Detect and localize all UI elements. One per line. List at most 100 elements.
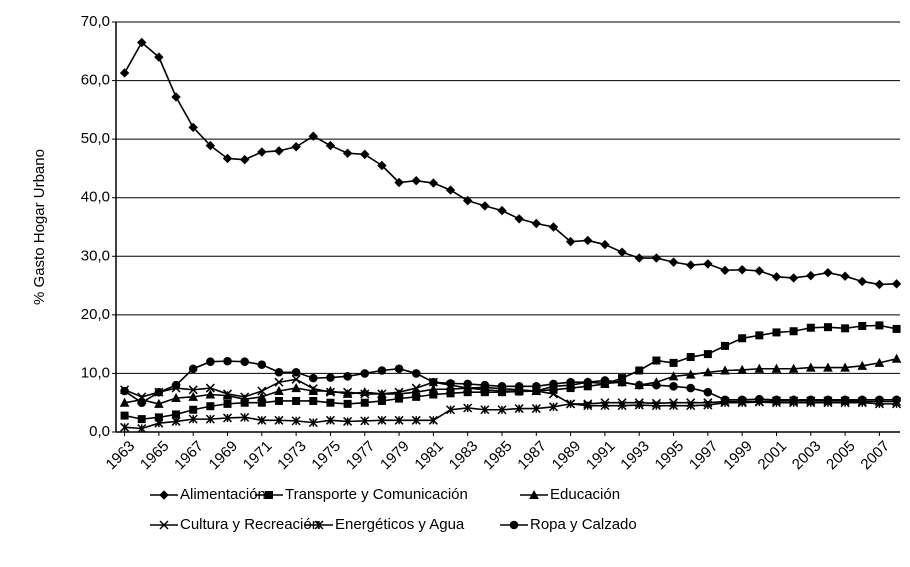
marker [823,395,833,405]
series-line [124,401,897,430]
y-tick-label: 0,0 [89,423,110,440]
marker [343,372,352,381]
marker [566,377,575,387]
marker [394,387,404,397]
marker [548,389,558,399]
marker [222,153,233,164]
marker [600,239,610,250]
marker [377,396,386,405]
marker [360,398,369,407]
x-tick-label: 1981 [411,438,447,474]
y-tick-label: 30,0 [81,247,110,264]
marker [291,383,301,393]
marker [377,366,387,375]
marker [548,222,559,232]
marker [463,379,472,389]
marker [548,402,558,412]
marker [841,324,850,333]
marker [172,410,181,419]
marker [171,416,181,426]
marker [685,260,696,270]
marker [514,382,524,391]
marker [583,377,593,387]
series-line [124,324,897,420]
marker [875,321,884,330]
marker [137,423,147,434]
marker [343,399,352,408]
y-tick-label: 60,0 [81,72,110,89]
marker [188,122,198,133]
marker [377,415,387,425]
marker [737,395,747,405]
marker [532,382,541,391]
series-line [124,358,897,405]
marker [600,401,610,411]
y-tick-label: 40,0 [81,189,110,206]
marker [222,389,233,399]
marker [600,376,610,385]
x-tick-label: 1969 [206,438,242,474]
x-tick-label: 1997 [686,438,722,474]
marker [806,323,815,332]
marker [360,416,370,426]
marker [159,520,169,530]
series-line [123,41,897,286]
marker [566,399,576,409]
marker [445,185,456,195]
marker [325,387,335,397]
marker [309,396,318,405]
marker [188,414,198,424]
legend-label: Alimentación [180,486,266,503]
marker [360,369,370,378]
marker [325,415,335,425]
marker [703,350,712,359]
x-tick-label: 1991 [583,438,619,474]
marker [360,389,370,399]
marker [154,52,164,62]
marker [686,401,696,411]
marker [154,418,164,428]
marker [360,149,370,160]
marker [635,366,644,375]
marker [462,195,473,206]
x-tick-label: 1979 [377,438,413,474]
marker [806,395,816,405]
marker [429,377,438,387]
marker [531,218,542,229]
marker [823,267,833,278]
marker [891,279,902,289]
marker [411,369,421,378]
marker [274,396,283,405]
marker [652,356,661,365]
marker [159,490,169,500]
marker [240,412,250,422]
y-tick-label: 70,0 [81,13,110,30]
marker [428,384,439,394]
marker [806,270,816,281]
marker [292,396,301,405]
legend-label: Ropa y Calzado [530,516,637,533]
marker [583,401,593,411]
marker [325,140,336,151]
marker [858,321,867,330]
marker [257,386,267,396]
marker [480,380,490,390]
marker [188,391,199,401]
marker [617,401,627,411]
marker [754,363,765,373]
marker [326,398,335,407]
marker [394,177,404,188]
y-tick-label: 10,0 [81,364,110,381]
marker [497,405,507,415]
marker [788,273,799,283]
marker [565,236,576,247]
marker [119,397,130,407]
marker [171,380,181,390]
x-tick-label: 2003 [789,438,825,474]
marker [206,357,215,367]
marker [805,362,816,372]
marker [326,373,335,382]
marker [205,414,215,424]
marker [634,253,644,263]
marker [240,357,249,367]
